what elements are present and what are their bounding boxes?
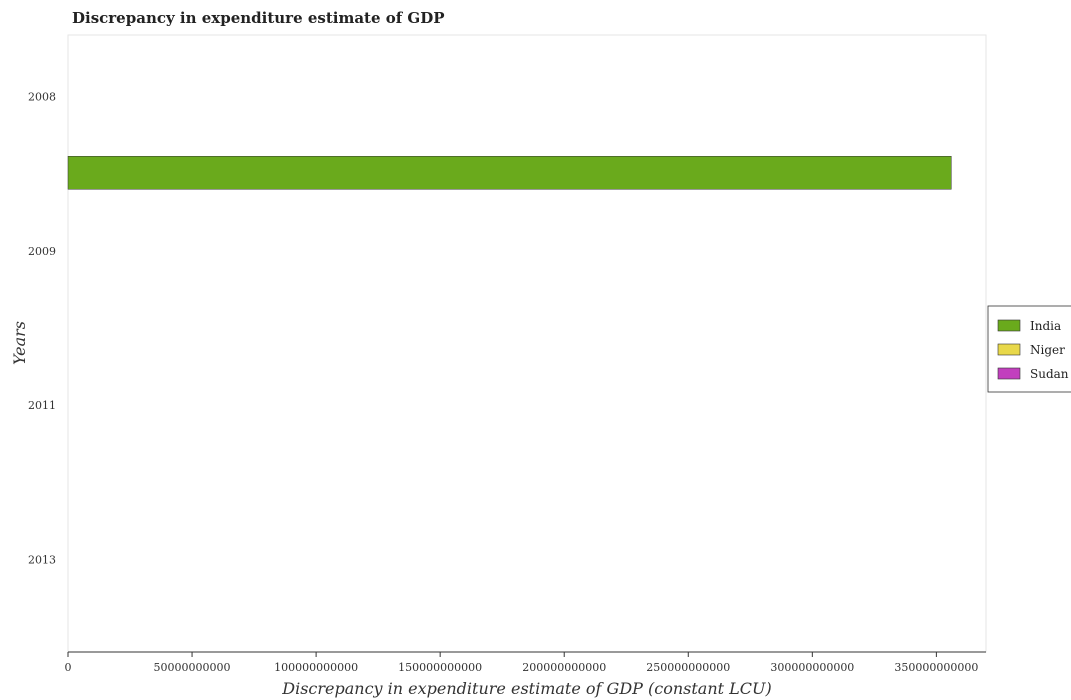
y-tick-label: 2009 (28, 245, 56, 258)
legend-label: India (1030, 319, 1061, 333)
x-tick-label: 350000000000 (894, 661, 978, 674)
y-tick-label: 2011 (28, 399, 56, 412)
x-tick-label: 0 (65, 661, 72, 674)
y-tick-label: 2008 (28, 91, 56, 104)
x-tick-label: 300000000000 (770, 661, 854, 674)
bar-india-2008 (67, 156, 952, 190)
y-axis-title: Years (10, 321, 29, 365)
x-tick-label: 250000000000 (646, 661, 730, 674)
x-axis-title: Discrepancy in expenditure estimate of G… (281, 679, 771, 698)
legend: India Niger Sudan (987, 305, 1071, 393)
y-axis: 2008 2009 2011 2013 (28, 91, 56, 567)
x-tick-label: 50000000000 (154, 661, 231, 674)
y-tick-label: 2013 (28, 553, 56, 566)
x-axis: 0 50000000000 100000000000 150000000000 2000… (65, 651, 986, 674)
legend-label: Sudan (1030, 367, 1069, 381)
chart-title: Discrepancy in expenditure estimate of G… (72, 9, 445, 27)
legend-swatch (997, 367, 1021, 380)
x-tick-label: 100000000000 (274, 661, 358, 674)
x-tick-label: 200000000000 (522, 661, 606, 674)
plot-area (67, 34, 987, 653)
legend-label: Niger (1030, 343, 1065, 357)
legend-swatch (997, 343, 1021, 356)
bars (67, 156, 952, 190)
legend-swatch (997, 319, 1021, 332)
x-tick-label: 150000000000 (398, 661, 482, 674)
